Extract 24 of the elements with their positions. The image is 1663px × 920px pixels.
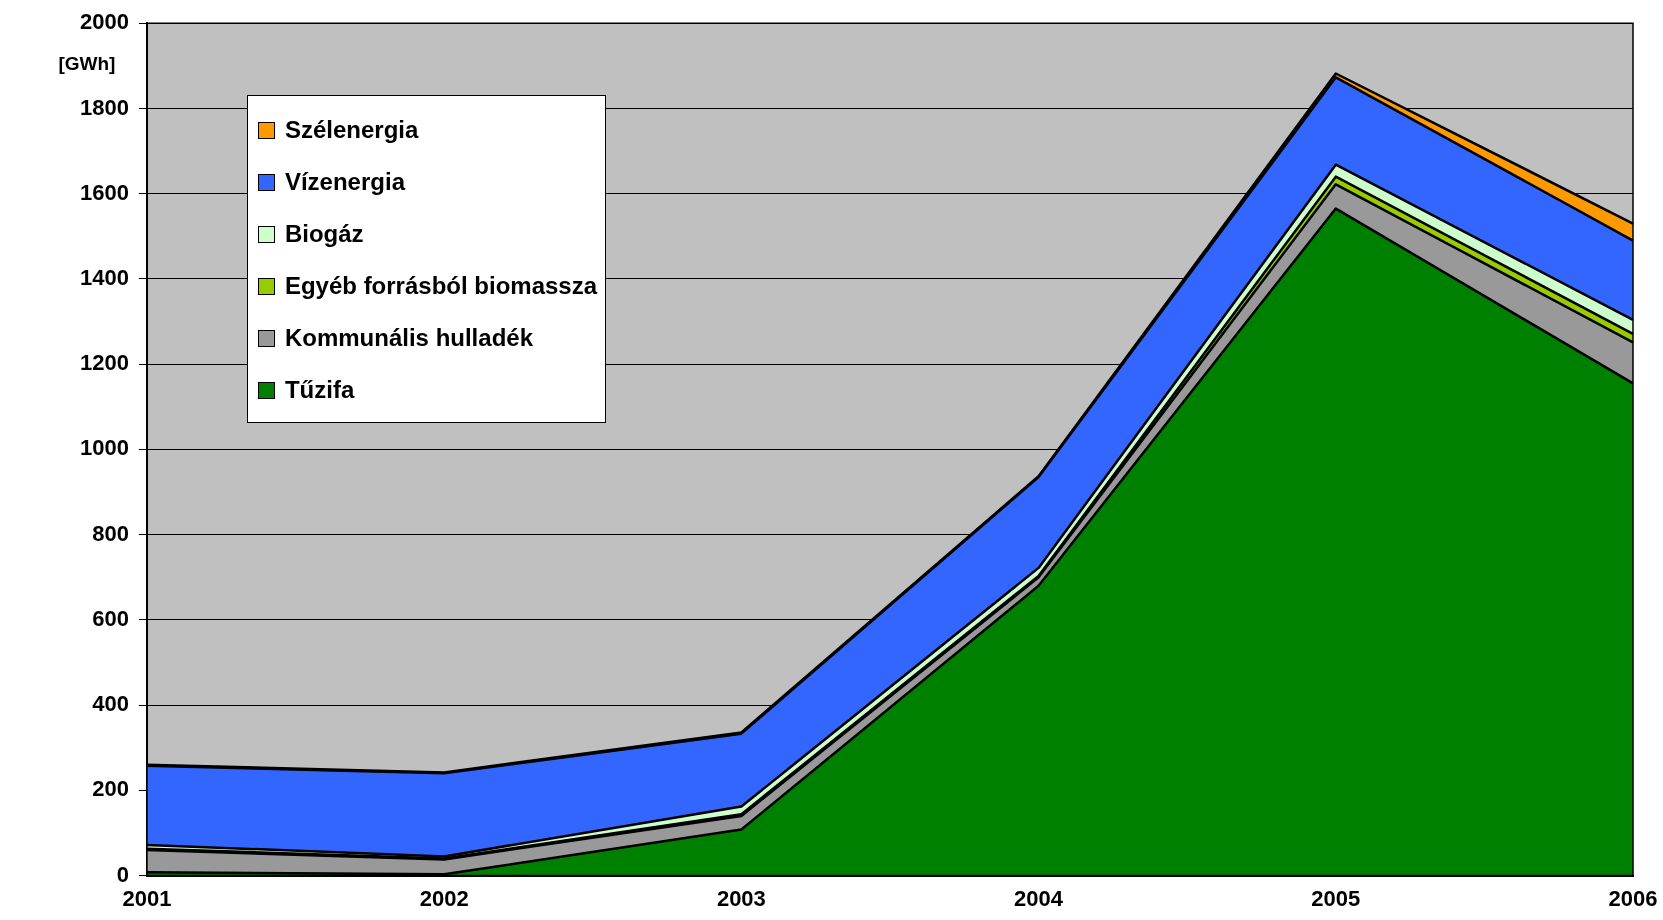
legend-label: Biogáz (284, 220, 364, 249)
y-tick-label: 0 (116, 861, 129, 887)
y-tick-label: 200 (92, 776, 129, 802)
x-tick-label: 2003 (716, 885, 766, 911)
legend-label: Kommunális hulladék (284, 324, 533, 353)
x-tick-label: 2001 (122, 885, 172, 911)
y-tick-label: 600 (92, 605, 129, 631)
legend-label: Vízenergia (284, 168, 405, 197)
legend-label: Szélenergia (284, 116, 419, 145)
y-tick-label: 800 (92, 520, 129, 546)
y-tick-label: 2000 (79, 9, 129, 35)
x-tick-label: 2006 (1608, 885, 1658, 911)
legend-label: Egyéb forrásból biomassza (284, 272, 598, 301)
y-tick-label: 1200 (79, 350, 129, 376)
y-tick-label: 1800 (79, 94, 129, 120)
x-tick-label: 2005 (1311, 885, 1361, 911)
x-tick-label: 2002 (419, 885, 469, 911)
legend-label: Tűzifa (284, 376, 355, 405)
y-tick-label: 1400 (79, 264, 129, 290)
y-tick-label: 1600 (79, 179, 129, 205)
x-tick-label: 2004 (1014, 885, 1064, 911)
y-tick-label: 1000 (79, 435, 129, 461)
y-axis-title: [GWh] (58, 53, 116, 75)
y-tick-label: 400 (92, 691, 129, 717)
